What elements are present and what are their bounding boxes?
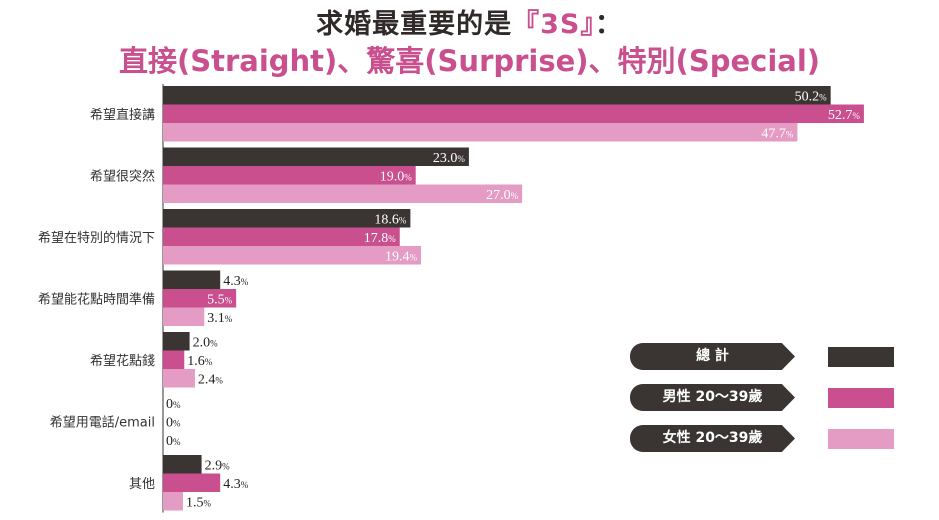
bar-female: [163, 492, 183, 511]
category-label: 希望很突然: [90, 168, 155, 184]
value-label-total: 50.2%: [795, 90, 828, 105]
value-label-total: 23.0%: [433, 151, 466, 166]
value-label-female: 27.0%: [486, 188, 519, 203]
value-label-male: 52.7%: [828, 108, 861, 123]
category-label: 希望能花點時間準備: [38, 291, 155, 307]
value-label-male: 17.8%: [364, 231, 397, 246]
value-label-female: 19.4%: [385, 250, 418, 265]
bar-total: [163, 332, 190, 351]
bar-female: [163, 246, 422, 265]
chart-title-line2: 直接(Straight)、驚喜(Surprise)、特別(Special): [118, 44, 821, 78]
legend-swatch-female: [828, 429, 894, 449]
category-label: 希望直接講: [90, 107, 155, 123]
bar-male: [163, 289, 237, 308]
bar-total: [163, 147, 469, 166]
chart-title-line1: 求婚最重要的是『3S』：: [0, 2, 939, 41]
bar-male: [163, 166, 416, 185]
legend-swatch-male: [828, 388, 894, 408]
value-label-total: 2.9%: [205, 459, 231, 474]
category-label: 希望用電話/email: [50, 414, 155, 430]
legend-tag-total: 總 計: [630, 343, 795, 370]
bar-male: [163, 350, 185, 369]
bar-total: [163, 455, 202, 474]
value-label-female: 47.7%: [761, 127, 794, 142]
category-label: 希望花點錢: [90, 353, 155, 369]
bar-female: [163, 184, 523, 203]
bar-male: [163, 104, 864, 123]
value-label-female: 3.1%: [207, 311, 233, 326]
value-label-male: 0%: [166, 416, 181, 431]
bar-female: [163, 123, 798, 142]
bar-male: [163, 227, 400, 246]
bar-total: [163, 209, 411, 228]
value-label-total: 18.6%: [374, 213, 407, 228]
bar-male: [163, 473, 221, 492]
value-label-total: 2.0%: [193, 336, 219, 351]
title-prefix: 求婚最重要的是: [316, 9, 513, 40]
value-label-total: 0%: [166, 397, 181, 412]
value-label-total: 4.3%: [223, 274, 249, 289]
value-label-male: 1.6%: [187, 354, 213, 369]
bar-total: [163, 86, 831, 105]
title-suffix: ：: [594, 9, 623, 40]
category-label: 其他: [129, 477, 155, 492]
value-label-female: 0%: [166, 434, 181, 449]
value-label-female: 1.5%: [186, 496, 212, 511]
bar-female: [163, 307, 205, 326]
legend-swatch-total: [828, 347, 894, 367]
value-label-male: 4.3%: [223, 477, 249, 492]
legend-tag-female: 女性 20～39歲: [630, 425, 795, 452]
bar-total: [163, 270, 221, 289]
bar-female: [163, 369, 195, 388]
title-highlight: 『3S』: [512, 9, 595, 40]
value-label-male: 5.5%: [207, 293, 233, 308]
value-label-female: 2.4%: [198, 373, 224, 388]
category-label: 希望在特別的情況下: [38, 230, 155, 246]
value-label-male: 19.0%: [380, 170, 413, 185]
legend-tag-male: 男性 20～39歲: [630, 384, 795, 411]
